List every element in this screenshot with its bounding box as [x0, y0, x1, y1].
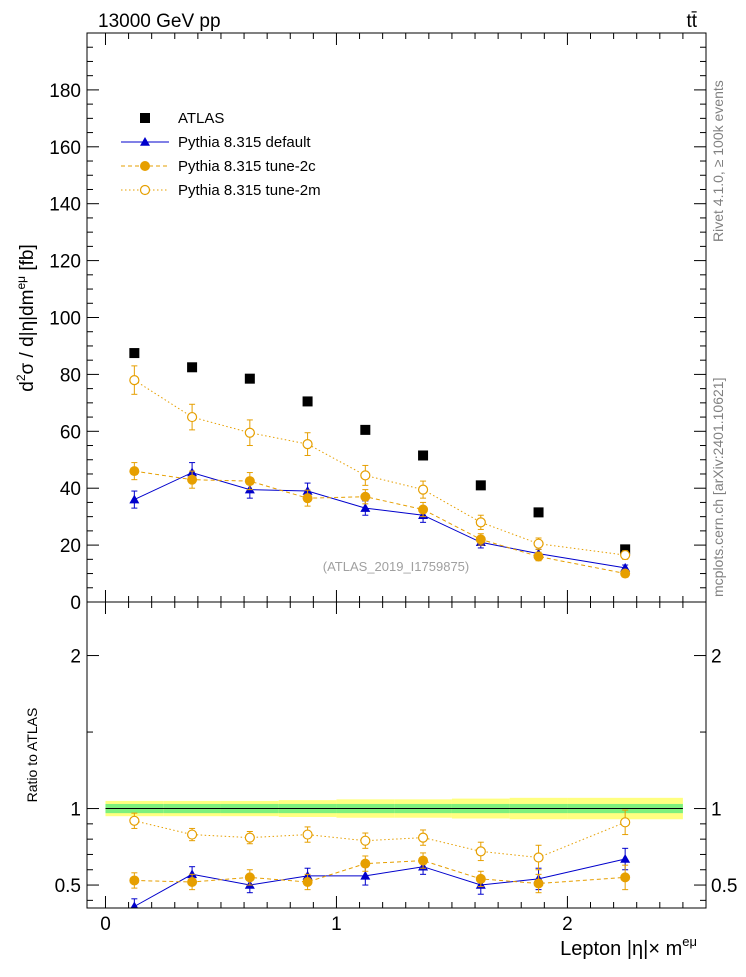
ratio-point-pythia-8-315-tune-2m	[302, 829, 313, 840]
ratio-point-pythia-8-315-tune-2m	[620, 817, 631, 828]
main-point-pythia-8-315-tune-2c	[302, 493, 313, 504]
ratio-point-pythia-8-315-tune-2c	[533, 878, 544, 889]
main-point-atlas	[244, 373, 255, 384]
ratio-y-tick-label-left: 0.5	[55, 876, 81, 897]
ratio-point-pythia-8-315-default	[187, 869, 198, 879]
main-point-pythia-8-315-tune-2m	[417, 484, 429, 495]
ratio-point-pythia-8-315-default	[130, 901, 139, 908]
ratio-point-pythia-8-315-tune-2c	[620, 872, 631, 883]
ratio-uncertainty-band	[105, 797, 683, 820]
ratio-frame	[86, 601, 707, 909]
ratio-y-tick-label-right: 2	[711, 647, 722, 668]
x-axis-label: Lepton |η|× meμ	[560, 934, 697, 960]
main-point-pythia-8-315-tune-2m	[360, 470, 371, 481]
main-point-pythia-8-315-tune-2c	[187, 474, 198, 485]
main-point-pythia-8-315-tune-2m	[475, 517, 486, 528]
watermark-label: (ATLAS_2019_I1759875)	[323, 559, 469, 574]
ratio-point-pythia-8-315-tune-2c	[360, 858, 371, 869]
mcplots-label: mcplots.cern.ch [arXiv:2401.10621]	[710, 378, 726, 597]
main-point-pythia-8-315-tune-2m	[302, 439, 313, 450]
main-point-atlas	[418, 450, 429, 461]
main-line-pythia-8-315-default	[134, 472, 626, 569]
main-point-pythia-8-315-tune-2m	[186, 411, 198, 423]
ratio-panel	[129, 809, 631, 908]
main-point-atlas	[360, 424, 371, 435]
main-y-tick-label: 40	[60, 479, 81, 500]
main-y-tick-label: 20	[60, 536, 81, 557]
process-label: tt̄	[686, 11, 697, 32]
legend-marker	[140, 113, 150, 123]
main-point-atlas	[187, 362, 198, 373]
ratio-line-pythia-8-315-tune-2c	[134, 860, 626, 885]
rivet-version-label: Rivet 4.1.0, ≥ 100k events	[710, 80, 726, 242]
ratio-point-pythia-8-315-tune-2c	[244, 872, 255, 883]
legend-entry-label: ATLAS	[178, 110, 224, 127]
main-panel	[129, 348, 631, 579]
x-tick-label: 0	[100, 914, 111, 935]
main-point-pythia-8-315-tune-2m	[620, 549, 631, 561]
main-point-pythia-8-315-tune-2m	[533, 538, 544, 549]
main-point-pythia-8-315-default	[360, 503, 371, 512]
main-y-tick-label: 160	[49, 138, 81, 159]
main-point-pythia-8-315-tune-2c	[620, 568, 631, 579]
legend-marker	[140, 161, 150, 171]
ratio-line-pythia-8-315-tune-2m	[134, 820, 626, 859]
main-point-atlas	[533, 507, 544, 518]
ratio-point-pythia-8-315-tune-2c	[187, 876, 198, 887]
ratio-y-tick-label-right: 1	[711, 800, 722, 821]
x-tick-label: 1	[331, 914, 342, 935]
ratio-point-pythia-8-315-tune-2c	[302, 876, 313, 887]
main-y-tick-label: 120	[49, 252, 81, 273]
main-point-pythia-8-315-default	[129, 494, 140, 504]
ratio-y-tick-label-left: 2	[70, 647, 81, 668]
main-point-atlas	[302, 396, 313, 407]
ratio-point-pythia-8-315-tune-2m	[417, 832, 429, 843]
legend: ATLAS Pythia 8.315 default Pythia 8.315 tu…	[121, 110, 321, 199]
y-axis-label-ratio: Ratio to ATLAS	[24, 708, 40, 803]
main-y-tick-label: 80	[60, 365, 81, 386]
main-point-pythia-8-315-tune-2c	[475, 534, 486, 545]
main-point-atlas	[129, 348, 140, 359]
main-point-atlas	[620, 544, 631, 555]
axes: 0 20 40 60 80 100 120 140 160 180 0 1 2 0.5 0.5 1 1 2 2	[49, 32, 737, 935]
main-point-pythia-8-315-tune-2c	[244, 476, 255, 487]
main-point-pythia-8-315-tune-2c	[533, 551, 544, 562]
ratio-point-pythia-8-315-tune-2c	[418, 855, 429, 866]
legend-entry-label: Pythia 8.315 tune-2m	[178, 182, 321, 199]
ratio-point-pythia-8-315-default	[360, 870, 371, 880]
main-point-pythia-8-315-tune-2c	[418, 504, 429, 515]
legend-marker	[139, 184, 151, 196]
main-y-tick-label: 60	[60, 422, 81, 443]
main-point-pythia-8-315-tune-2c	[129, 466, 140, 477]
legend-entry-label: Pythia 8.315 default	[178, 134, 311, 151]
ratio-point-pythia-8-315-default	[620, 854, 631, 863]
main-y-tick-label: 140	[49, 195, 81, 216]
x-tick-label: 2	[562, 914, 573, 935]
main-point-pythia-8-315-tune-2c	[360, 491, 371, 502]
ratio-point-pythia-8-315-tune-2m	[244, 832, 255, 843]
main-y-tick-label: 180	[49, 81, 81, 102]
ratio-y-tick-label-left: 1	[70, 800, 81, 821]
ratio-point-pythia-8-315-tune-2m	[360, 835, 371, 846]
main-point-atlas	[475, 480, 486, 491]
y-axis-label-main: d2σ / d|η|dmeμ [fb]	[14, 244, 38, 392]
ratio-point-pythia-8-315-tune-2c	[475, 873, 486, 884]
ratio-point-pythia-8-315-tune-2m	[475, 846, 486, 857]
ratio-point-pythia-8-315-tune-2m	[186, 829, 198, 840]
main-point-pythia-8-315-tune-2m	[244, 427, 255, 438]
main-y-tick-label: 100	[49, 309, 81, 330]
ratio-point-pythia-8-315-tune-2m	[129, 815, 140, 826]
main-point-pythia-8-315-tune-2m	[129, 374, 140, 386]
legend-entry-label: Pythia 8.315 tune-2c	[178, 158, 316, 175]
main-line-pythia-8-315-tune-2m	[134, 379, 626, 556]
ratio-point-pythia-8-315-tune-2m	[533, 852, 544, 863]
legend-marker	[140, 137, 150, 146]
ratio-point-pythia-8-315-tune-2c	[129, 875, 140, 886]
energy-label: 13000 GeV pp	[98, 11, 221, 32]
y-axis-label-main-text: d2σ / d|η|dmeμ [fb]	[14, 244, 38, 392]
ratio-y-tick-label-right: 0.5	[711, 876, 737, 897]
main-y-tick-label: 0	[70, 593, 81, 614]
